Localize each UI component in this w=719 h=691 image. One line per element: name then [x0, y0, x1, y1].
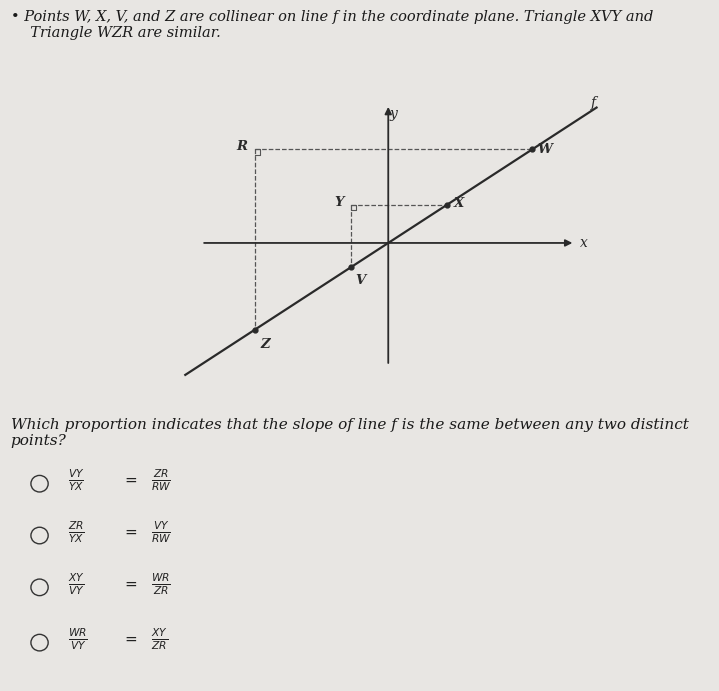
Text: $\mathit{\frac{XY}{VY}}$: $\mathit{\frac{XY}{VY}}$: [68, 571, 86, 597]
Text: X: X: [454, 197, 464, 210]
Text: $\mathit{\frac{ZR}{YX}}$: $\mathit{\frac{ZR}{YX}}$: [68, 519, 86, 545]
Text: $=$: $=$: [122, 632, 138, 646]
Text: $\mathit{\frac{VY}{RW}}$: $\mathit{\frac{VY}{RW}}$: [151, 519, 171, 545]
Text: Y: Y: [334, 196, 344, 209]
Text: Which proportion indicates that the slope of line f is the same between any two : Which proportion indicates that the slop…: [11, 418, 689, 448]
Text: Triangle WZR are similar.: Triangle WZR are similar.: [11, 26, 221, 39]
Text: $\mathit{\frac{VY}{YX}}$: $\mathit{\frac{VY}{YX}}$: [68, 467, 85, 493]
Text: • Points W, X, V, and Z are collinear on line f in the coordinate plane. Triangl: • Points W, X, V, and Z are collinear on…: [11, 10, 653, 24]
Text: $=$: $=$: [122, 525, 138, 539]
Text: $=$: $=$: [122, 577, 138, 591]
Text: Z: Z: [260, 338, 270, 351]
Text: $\mathit{\frac{WR}{ZR}}$: $\mathit{\frac{WR}{ZR}}$: [151, 571, 171, 597]
Text: V: V: [355, 274, 365, 287]
Text: f: f: [591, 96, 596, 110]
Text: $\mathit{\frac{ZR}{RW}}$: $\mathit{\frac{ZR}{RW}}$: [151, 467, 171, 493]
Text: W: W: [538, 143, 553, 155]
Text: $=$: $=$: [122, 473, 138, 487]
Text: y: y: [390, 106, 398, 121]
Text: x: x: [580, 236, 587, 250]
Text: $\mathit{\frac{XY}{ZR}}$: $\mathit{\frac{XY}{ZR}}$: [151, 626, 168, 652]
Text: $\mathit{\frac{WR}{VY}}$: $\mathit{\frac{WR}{VY}}$: [68, 626, 88, 652]
Text: R: R: [237, 140, 248, 153]
